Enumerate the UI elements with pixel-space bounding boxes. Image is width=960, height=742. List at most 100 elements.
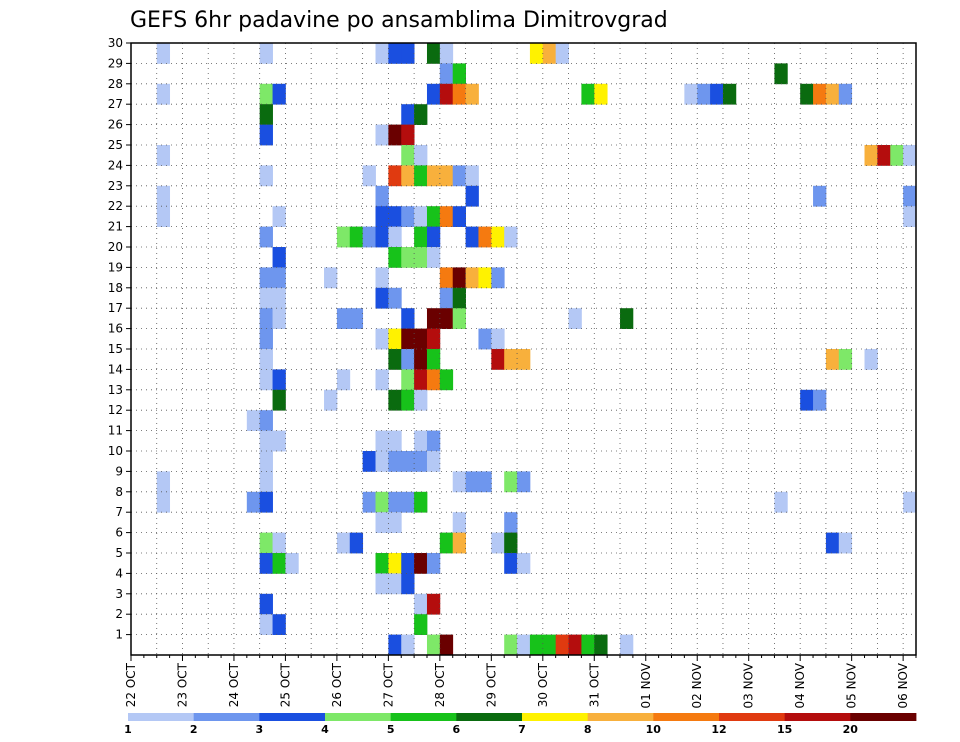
heatmap-cell: [426, 593, 441, 615]
heatmap-cell: [414, 491, 428, 513]
heatmap-cell: [838, 83, 853, 105]
heatmap-cell: [401, 349, 415, 370]
heatmap-cell: [890, 145, 904, 166]
heatmap-cell: [259, 553, 273, 574]
heatmap-cell: [465, 83, 479, 105]
heatmap-cell: [465, 267, 479, 289]
heatmap-cell: [324, 389, 338, 411]
heatmap-cell: [375, 185, 389, 207]
heatmap-cell: [491, 267, 505, 289]
heatmap-cell: [156, 185, 171, 207]
heatmap-cell: [710, 83, 724, 105]
y-tick-label: 15: [108, 342, 123, 356]
heatmap-cell: [581, 634, 595, 656]
y-tick-label: 21: [108, 220, 123, 234]
heatmap-cell: [401, 206, 415, 227]
heatmap-cell: [336, 308, 351, 329]
heatmap-cell: [336, 226, 351, 248]
colorbar-label: 2: [190, 723, 198, 736]
heatmap-cell: [401, 124, 415, 146]
heatmap-cell: [439, 634, 454, 656]
heatmap-cell: [336, 532, 351, 554]
colorbar-label: 8: [584, 723, 592, 736]
y-tick-label: 29: [108, 56, 123, 70]
heatmap-cell: [529, 634, 544, 656]
heatmap-cell: [465, 471, 479, 493]
heatmap-cell: [697, 83, 711, 105]
chart-title: GEFS 6hr padavine po ansamblima Dimitrov…: [130, 8, 668, 33]
heatmap-cell: [285, 553, 299, 574]
y-tick-label: 14: [108, 362, 123, 376]
heatmap-cell: [259, 83, 273, 105]
heatmap-cell: [375, 226, 389, 248]
heatmap-cell: [272, 206, 286, 227]
y-tick-label: 2: [115, 607, 123, 621]
x-tick-label: 24 OCT: [227, 662, 241, 707]
heatmap-cell: [259, 267, 273, 289]
heatmap-cell: [388, 124, 402, 146]
heatmap-cell: [401, 308, 415, 329]
heatmap-cell: [517, 553, 531, 574]
colorbar-swatch: [653, 713, 720, 721]
heatmap-cell: [452, 532, 466, 554]
heatmap-cell: [156, 145, 171, 166]
y-tick-label: 26: [108, 118, 123, 132]
heatmap-cell: [362, 165, 376, 187]
heatmap-cell: [401, 369, 415, 391]
heatmap-cell: [452, 287, 466, 309]
heatmap-cell: [246, 491, 261, 513]
heatmap-cell: [388, 512, 402, 533]
heatmap-cell: [401, 165, 415, 187]
heatmap-cell: [491, 226, 505, 248]
x-tick-label: 01 NOV: [639, 662, 653, 708]
heatmap-cell: [426, 451, 441, 472]
heatmap-cell: [388, 553, 402, 574]
heatmap-cell: [272, 369, 286, 391]
heatmap-cell: [414, 369, 428, 391]
heatmap-cell: [439, 83, 454, 105]
heatmap-cell: [259, 226, 273, 248]
heatmap-cell: [388, 206, 402, 227]
heatmap-cell: [414, 451, 428, 472]
x-axis: 22 OCT 23 OCT 24 OCT 25 OCT 26 OCT 27 OCT 28 O…: [124, 655, 917, 709]
heatmap-cell: [272, 83, 286, 105]
x-tick-label: 02 NOV: [690, 662, 704, 708]
x-tick-label: 03 NOV: [742, 662, 756, 708]
heatmap-cell: [555, 43, 569, 64]
heatmap-cell: [452, 63, 466, 85]
heatmap-cell: [156, 471, 171, 493]
heatmap-cell: [272, 553, 286, 574]
heatmap-cell: [414, 349, 428, 370]
y-tick-label: 17: [108, 301, 123, 315]
x-tick-label: 29 OCT: [484, 662, 498, 707]
heatmap-cell: [426, 226, 441, 248]
colorbar-swatch: [259, 713, 326, 721]
heatmap-cell: [825, 532, 840, 554]
heatmap-cell: [375, 573, 389, 595]
heatmap-cell: [259, 43, 273, 64]
heatmap-cell: [375, 430, 389, 452]
y-tick-label: 9: [115, 464, 123, 478]
heatmap-cell: [504, 349, 518, 370]
heatmap-cell: [864, 145, 878, 166]
heatmap-cell: [813, 83, 827, 105]
heatmap-cell: [388, 389, 402, 411]
colorbar-label: 3: [255, 723, 263, 736]
heatmap-cell: [401, 573, 415, 595]
colorbar-swatch: [390, 713, 457, 721]
heatmap-cell: [594, 83, 608, 105]
heatmap-cell: [491, 532, 505, 554]
heatmap-cell: [272, 430, 286, 452]
heatmap-cell: [465, 165, 479, 187]
heatmap-cell: [349, 308, 364, 329]
heatmap-cell: [259, 308, 273, 329]
heatmap-cell: [388, 451, 402, 472]
heatmap-cell: [259, 349, 273, 370]
heatmap-cell: [259, 369, 273, 391]
x-tick-label: 05 NOV: [845, 662, 859, 708]
heatmap-cell: [517, 471, 531, 493]
heatmap-cell: [813, 389, 827, 411]
colorbar-label: 15: [777, 723, 792, 736]
heatmap-cell: [375, 491, 389, 513]
heatmap-cell: [272, 308, 286, 329]
